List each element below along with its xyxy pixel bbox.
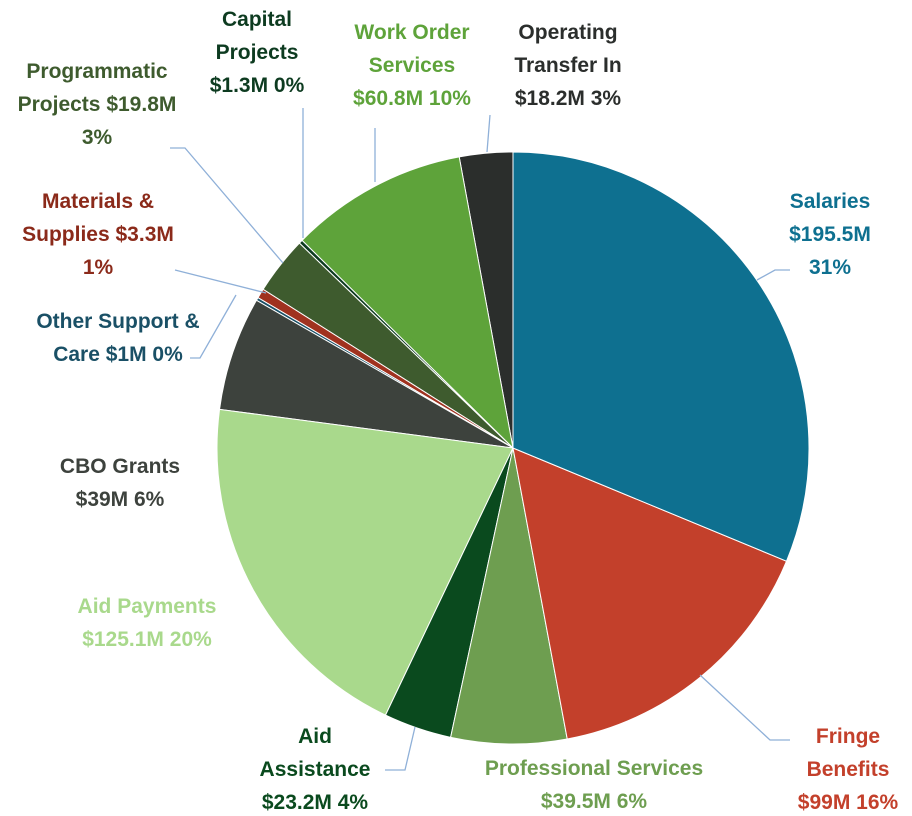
value-label: $125.1M 20% bbox=[82, 628, 212, 651]
category-label: Aid Assistance bbox=[259, 725, 371, 781]
value-label: $18.2M 3% bbox=[514, 87, 622, 110]
leader-line bbox=[190, 294, 237, 359]
value-label: $23.2M 4% bbox=[261, 791, 369, 814]
slice-label: Other Support & Care $1M 0% bbox=[28, 305, 208, 371]
slice-label: Aid Payments $125.1M 20% bbox=[47, 590, 247, 656]
category-label: Salaries bbox=[789, 190, 871, 213]
category-label: Operating Transfer In bbox=[514, 21, 622, 77]
value-label: $1.3M 0% bbox=[209, 74, 305, 97]
slice-label: Materials & Supplies $3.3M 1% bbox=[18, 185, 178, 284]
slice-label: Capital Projects $1.3M 0% bbox=[192, 3, 322, 102]
category-label: CBO Grants bbox=[59, 455, 181, 478]
slice-label: CBO Grants $39M 6% bbox=[40, 450, 200, 516]
pie-slice bbox=[512, 151, 810, 562]
category-label: Materials & Supplies bbox=[22, 190, 155, 246]
slice-label: Operating Transfer In $18.2M 3% bbox=[493, 16, 643, 115]
leader-line bbox=[486, 114, 491, 153]
slice-label: Salaries $195.5M 31% bbox=[775, 185, 885, 284]
slice-label: Fringe Benefits $99M 16% bbox=[788, 720, 908, 816]
pie-slice bbox=[301, 156, 514, 450]
category-label: Capital Projects bbox=[215, 8, 299, 64]
pie-slice bbox=[218, 299, 514, 449]
category-label: Professional Services bbox=[484, 757, 704, 780]
category-label: Aid Payments bbox=[77, 595, 217, 618]
slice-label: Work Order Services $60.8M 10% bbox=[337, 16, 487, 115]
value-label: $39M 6% bbox=[75, 488, 165, 511]
slice-label: Aid Assistance $23.2M 4% bbox=[250, 720, 380, 816]
leader-line bbox=[174, 269, 267, 294]
leader-lines bbox=[170, 108, 790, 771]
leader-line bbox=[385, 726, 416, 771]
value-label: $39.5M 6% bbox=[540, 790, 648, 813]
value-label: $60.8M 10% bbox=[353, 87, 471, 110]
value-label: $195.5M 31% bbox=[789, 223, 871, 279]
slice-label: Professional Services $39.5M 6% bbox=[449, 752, 739, 816]
leader-line bbox=[170, 147, 284, 264]
leader-line bbox=[756, 269, 790, 281]
category-label: Other Support & Care bbox=[36, 310, 200, 366]
value-label: $99M 16% bbox=[797, 791, 899, 814]
pie-slice bbox=[216, 408, 514, 716]
category-label: Work Order Services bbox=[354, 21, 470, 77]
value-label: $19.8M 3% bbox=[81, 93, 177, 149]
value-label: $3.3M 1% bbox=[82, 223, 174, 279]
category-label: Programmatic Projects bbox=[17, 60, 168, 116]
pie-slice bbox=[512, 447, 788, 740]
slice-label: Programmatic Projects $19.8M 3% bbox=[7, 55, 187, 154]
pie-slice bbox=[450, 447, 568, 745]
value-label: $1M 0% bbox=[105, 343, 183, 366]
leader-line bbox=[699, 674, 790, 741]
category-label: Fringe Benefits bbox=[806, 725, 890, 781]
